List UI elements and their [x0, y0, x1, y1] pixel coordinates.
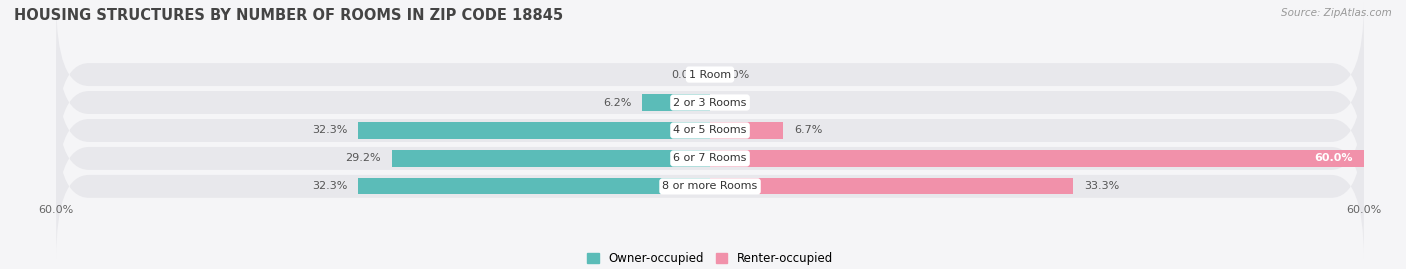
Text: 33.3%: 33.3%	[1084, 181, 1119, 191]
FancyBboxPatch shape	[56, 86, 1364, 231]
Legend: Owner-occupied, Renter-occupied: Owner-occupied, Renter-occupied	[582, 247, 838, 269]
Text: 0.0%: 0.0%	[721, 97, 749, 108]
Bar	[359, 178, 710, 194]
FancyBboxPatch shape	[56, 2, 1364, 147]
Text: 6 or 7 Rooms: 6 or 7 Rooms	[673, 153, 747, 164]
Bar	[710, 178, 1073, 194]
Text: 4 or 5 Rooms: 4 or 5 Rooms	[673, 125, 747, 136]
Text: Source: ZipAtlas.com: Source: ZipAtlas.com	[1281, 8, 1392, 18]
Text: 0.0%: 0.0%	[671, 70, 699, 80]
Bar	[359, 122, 710, 139]
FancyBboxPatch shape	[56, 30, 1364, 175]
FancyBboxPatch shape	[56, 58, 1364, 203]
Text: 8 or more Rooms: 8 or more Rooms	[662, 181, 758, 191]
Text: 32.3%: 32.3%	[312, 181, 347, 191]
Text: 6.7%: 6.7%	[794, 125, 823, 136]
Text: 6.2%: 6.2%	[603, 97, 631, 108]
Bar	[710, 150, 1364, 167]
Text: 32.3%: 32.3%	[312, 125, 347, 136]
Bar	[710, 122, 783, 139]
Text: HOUSING STRUCTURES BY NUMBER OF ROOMS IN ZIP CODE 18845: HOUSING STRUCTURES BY NUMBER OF ROOMS IN…	[14, 8, 564, 23]
FancyBboxPatch shape	[56, 114, 1364, 259]
Text: 29.2%: 29.2%	[346, 153, 381, 164]
Text: 60.0%: 60.0%	[1315, 153, 1353, 164]
Text: 0.0%: 0.0%	[721, 70, 749, 80]
Text: 1 Room: 1 Room	[689, 70, 731, 80]
Bar	[643, 94, 710, 111]
Bar	[392, 150, 710, 167]
Text: 2 or 3 Rooms: 2 or 3 Rooms	[673, 97, 747, 108]
